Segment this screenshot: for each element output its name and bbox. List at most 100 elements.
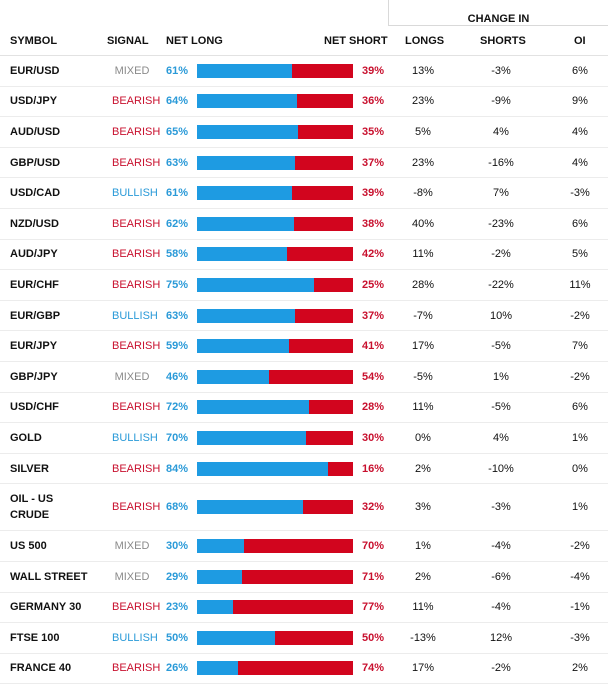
net-long-bar (197, 277, 314, 292)
net-long-label: 58% (166, 248, 189, 261)
net-short-bar (292, 63, 353, 78)
table-row: AUD/JPY BEARISH 58% 42% 11% -2% 5% (0, 240, 608, 271)
oi-change-cell: 1% (572, 431, 588, 444)
symbol-cell: USD/CAD (10, 187, 61, 200)
oi-change-cell: -2% (570, 370, 590, 383)
oi-change-cell: -2% (570, 309, 590, 322)
longs-column-header: LONGS (405, 35, 445, 47)
signal-cell: BEARISH (112, 278, 161, 291)
net-long-bar (197, 539, 244, 554)
table-row: EUR/GBP BULLISH 63% 37% -7% 10% -2% (0, 301, 608, 332)
net-long-bar (197, 247, 288, 262)
symbol-cell: USD/CHF (10, 401, 59, 414)
longs-change-cell: 40% (411, 217, 435, 230)
net-short-label: 50% (362, 631, 385, 644)
longs-change-cell: 5% (415, 125, 431, 138)
table-row: FRANCE 40 BEARISH 26% 74% 17% -2% 2% (0, 654, 608, 684)
net-short-bar (275, 630, 353, 645)
shorts-change-cell: -5% (491, 401, 511, 414)
oi-change-cell: 0% (572, 462, 588, 475)
signal-cell: BEARISH (112, 125, 161, 138)
shorts-change-cell: -23% (488, 217, 514, 230)
net-short-bar (306, 430, 353, 445)
net-short-bar (295, 308, 353, 323)
net-long-label: 70% (166, 431, 189, 444)
net-long-label: 50% (166, 631, 189, 644)
net-short-label: 28% (362, 401, 385, 414)
longs-change-cell: 0% (415, 431, 431, 444)
table-row: EUR/JPY BEARISH 59% 41% 17% -5% 7% (0, 331, 608, 362)
longs-change-cell: 23% (411, 95, 435, 108)
oi-change-cell: -1% (570, 601, 590, 614)
net-long-label: 68% (166, 501, 189, 514)
net-short-label: 37% (362, 156, 385, 169)
table-row: OIL - US CRUDE BEARISH 68% 32% 3% -3% 1% (0, 484, 608, 532)
net-long-label: 26% (166, 662, 189, 675)
change-in-header: CHANGE IN (388, 0, 608, 26)
signal-cell: BEARISH (112, 340, 161, 353)
symbol-cell: AUD/USD (10, 125, 61, 138)
symbol-cell: FRANCE 40 (10, 662, 72, 675)
net-long-bar (197, 400, 310, 415)
table-row: AUD/USD BEARISH 65% 35% 5% 4% 4% (0, 117, 608, 148)
sentiment-bar (197, 247, 353, 262)
net-short-bar (242, 569, 353, 584)
longs-change-cell: 1% (415, 540, 431, 553)
net-short-bar (243, 539, 353, 554)
sentiment-bar (197, 277, 353, 292)
signal-cell: BULLISH (112, 309, 158, 322)
net-long-bar (197, 186, 293, 201)
net-long-label: 72% (166, 401, 189, 414)
net-long-bar (197, 124, 299, 139)
oi-change-cell: -3% (570, 187, 590, 200)
sentiment-bar (197, 661, 353, 676)
sentiment-bar (197, 569, 353, 584)
oi-change-cell: -3% (570, 631, 590, 644)
oi-change-cell: 4% (572, 125, 588, 138)
net-short-label: 37% (362, 309, 385, 322)
signal-cell: MIXED (114, 370, 150, 383)
symbol-cell: FTSE 100 (10, 631, 60, 644)
table-row: SILVER BEARISH 84% 16% 2% -10% 0% (0, 454, 608, 485)
shorts-change-cell: 10% (489, 309, 513, 322)
net-short-label: 35% (362, 125, 385, 138)
shorts-change-cell: -3% (491, 64, 511, 77)
net-long-bar (197, 500, 304, 515)
shorts-change-cell: -22% (488, 278, 514, 291)
net-short-bar (292, 186, 353, 201)
signal-cell: BULLISH (112, 187, 158, 200)
symbol-cell: NZD/USD (10, 217, 59, 230)
net-long-bar (197, 63, 293, 78)
net-long-label: 61% (166, 187, 189, 200)
longs-change-cell: -5% (413, 370, 433, 383)
shorts-change-cell: -5% (491, 340, 511, 353)
net-long-label: 64% (166, 95, 189, 108)
signal-cell: BULLISH (112, 431, 158, 444)
net-short-bar (298, 124, 353, 139)
symbol-cell: EUR/CHF (10, 278, 59, 291)
longs-change-cell: 28% (411, 278, 435, 291)
sentiment-bar (197, 630, 353, 645)
longs-change-cell: 2% (415, 570, 431, 583)
net-short-label: 39% (362, 187, 385, 200)
shorts-change-cell: -9% (491, 95, 511, 108)
table-row: EUR/USD MIXED 61% 39% 13% -3% 6% (0, 56, 608, 87)
net-short-label: 25% (362, 278, 385, 291)
net-long-bar (197, 369, 269, 384)
oi-change-cell: 5% (572, 248, 588, 261)
table-row: USD/CHF BEARISH 72% 28% 11% -5% 6% (0, 393, 608, 424)
table-body: EUR/USD MIXED 61% 39% 13% -3% 6% USD/JPY BEARISH… (0, 56, 608, 684)
oi-change-cell: 7% (572, 340, 588, 353)
net-short-label: 39% (362, 64, 385, 77)
longs-change-cell: 17% (411, 340, 435, 353)
sentiment-bar (197, 461, 353, 476)
table-row: NZD/USD BEARISH 62% 38% 40% -23% 6% (0, 209, 608, 240)
sentiment-bar (197, 500, 353, 515)
shorts-change-cell: 7% (493, 187, 509, 200)
symbol-cell: GBP/JPY (10, 370, 58, 383)
longs-change-cell: 13% (411, 64, 435, 77)
sentiment-bar (197, 63, 353, 78)
net-short-column-header: NET SHORT (324, 35, 388, 47)
net-long-bar (197, 461, 329, 476)
net-short-bar (237, 661, 353, 676)
